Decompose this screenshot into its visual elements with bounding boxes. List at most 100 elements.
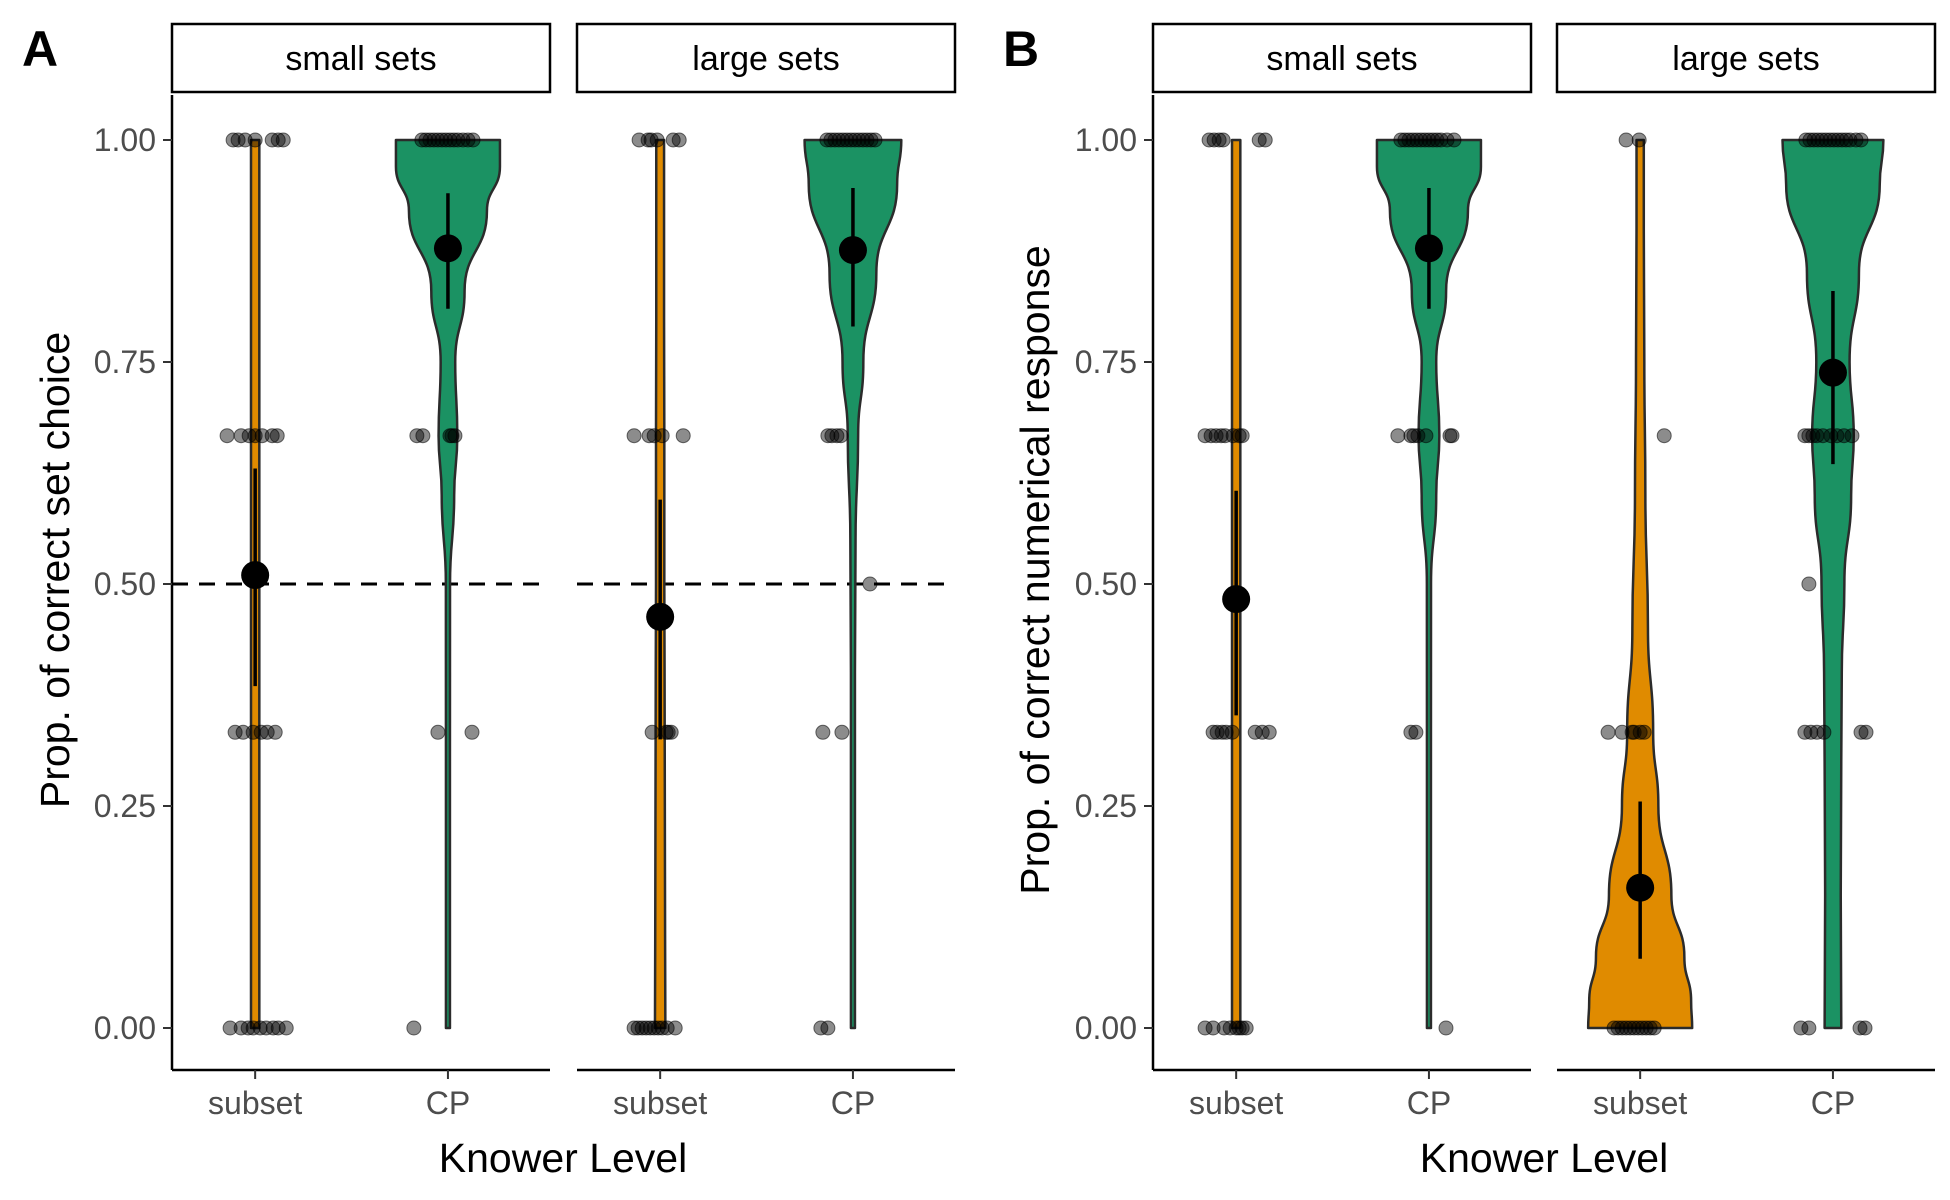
facet-small-sets: small sets subset CP — [170, 22, 552, 1121]
data-point — [659, 1020, 675, 1036]
strip-label: large sets — [1672, 40, 1819, 78]
mean-point-subset — [646, 602, 675, 631]
data-point — [1836, 428, 1852, 444]
data-point — [1618, 132, 1634, 148]
data-point — [819, 132, 835, 148]
y-tick-label: 1.00 — [94, 122, 156, 158]
data-point — [644, 724, 660, 740]
data-point — [1393, 132, 1409, 148]
data-point — [1797, 428, 1813, 444]
strip-label: large sets — [692, 40, 839, 78]
mean-point-CP — [838, 236, 867, 265]
data-point — [1261, 724, 1277, 740]
data-point — [422, 132, 438, 148]
data-point — [1857, 1020, 1873, 1036]
data-point — [1848, 132, 1864, 148]
data-point — [863, 132, 879, 148]
strip-label: small sets — [285, 40, 436, 78]
data-point — [240, 1020, 256, 1036]
data-point — [867, 132, 883, 148]
data-point — [259, 724, 275, 740]
x-tick-label: subset — [613, 1085, 707, 1121]
data-point — [1421, 132, 1437, 148]
data-point — [426, 132, 442, 148]
data-point — [1444, 428, 1460, 444]
mean-point-CP — [433, 234, 462, 263]
data-point — [1403, 724, 1419, 740]
data-point — [1642, 1020, 1658, 1036]
data-point — [1205, 1020, 1221, 1036]
data-point — [1822, 132, 1838, 148]
data-point — [1806, 132, 1822, 148]
y-tick-label: 0.50 — [94, 566, 156, 602]
data-point — [418, 132, 434, 148]
data-point — [460, 132, 476, 148]
data-point — [1438, 1020, 1454, 1036]
data-point — [827, 132, 843, 148]
strip-box — [1555, 22, 1937, 94]
data-point — [833, 428, 849, 444]
data-point — [1446, 132, 1462, 148]
y-axis-title: Prop. of correct numerical response — [1012, 245, 1058, 894]
data-point — [1853, 724, 1869, 740]
data-point — [219, 428, 235, 444]
data-point — [430, 724, 446, 740]
mean-point-subset — [1626, 873, 1655, 902]
data-point — [247, 132, 263, 148]
data-point — [1636, 724, 1652, 740]
data-point — [267, 724, 283, 740]
data-point — [1801, 576, 1817, 592]
data-point — [1215, 132, 1231, 148]
data-point — [835, 132, 851, 148]
y-tick-label: 0.25 — [1075, 788, 1137, 824]
data-point — [646, 428, 662, 444]
data-point — [839, 132, 855, 148]
mean-point-subset — [241, 561, 270, 590]
data-point — [1216, 1020, 1232, 1036]
y-tick-label: 1.00 — [1075, 122, 1137, 158]
data-point — [1409, 132, 1425, 148]
data-point — [275, 132, 291, 148]
y-tick-label: 0.75 — [94, 344, 156, 380]
data-point — [1406, 428, 1422, 444]
data-point — [1433, 132, 1449, 148]
data-point — [227, 724, 243, 740]
data-point — [654, 428, 670, 444]
y-axis-title: Prop. of correct set choice — [32, 332, 78, 808]
data-point — [1197, 1020, 1213, 1036]
data-point — [225, 132, 241, 148]
data-point — [1600, 724, 1616, 740]
data-point — [829, 428, 845, 444]
mean-point-CP — [1414, 234, 1443, 263]
data-point — [1626, 1020, 1642, 1036]
data-point — [464, 724, 480, 740]
data-point — [843, 132, 859, 148]
panel-A: A 0.00 0.25 0.50 0.75 1.00 Prop. of correct se… — [22, 21, 957, 1181]
facet-large-sets: large sets subset CP — [1555, 22, 1937, 1121]
data-point — [438, 132, 454, 148]
data-point — [1218, 724, 1234, 740]
data-point — [1814, 132, 1830, 148]
data-point — [649, 132, 665, 148]
data-point — [1798, 132, 1814, 148]
data-point — [1418, 428, 1434, 444]
data-point — [447, 428, 463, 444]
data-point — [1842, 132, 1858, 148]
data-point — [1810, 132, 1826, 148]
data-point — [638, 1020, 654, 1036]
data-point — [430, 132, 446, 148]
y-tick-label: 0.25 — [94, 788, 156, 824]
data-point — [1401, 132, 1417, 148]
y-tick-label: 0.00 — [1075, 1010, 1137, 1046]
data-point — [1630, 1020, 1646, 1036]
data-point — [847, 132, 863, 148]
data-point — [1257, 132, 1273, 148]
panel-label: A — [22, 21, 58, 77]
data-point — [667, 1020, 683, 1036]
data-point — [1852, 1020, 1868, 1036]
data-point — [1234, 428, 1250, 444]
data-point — [414, 132, 430, 148]
y-tick-label: 0.50 — [1075, 566, 1137, 602]
data-point — [1211, 132, 1227, 148]
